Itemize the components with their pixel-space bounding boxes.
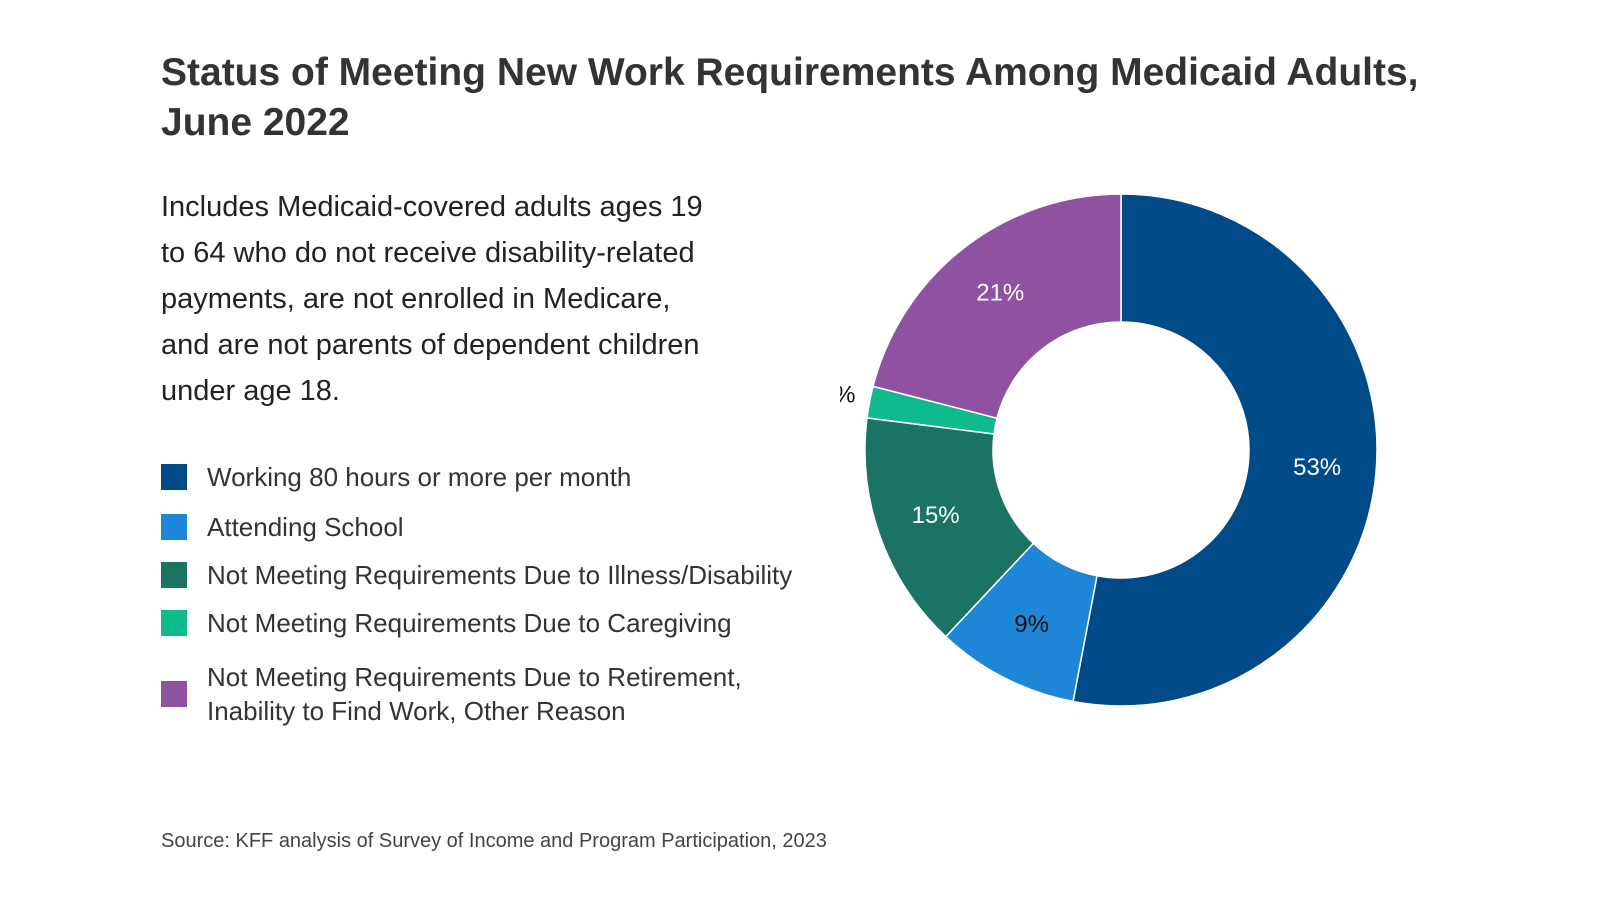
legend-label-retirement: Not Meeting Requirements Due to Retireme… bbox=[207, 662, 742, 726]
chart-subtitle: Includes Medicaid-covered adults ages 19… bbox=[161, 191, 703, 407]
legend-swatch-illness bbox=[161, 562, 187, 588]
legend-item-illness: Not Meeting Requirements Due to Illness/… bbox=[161, 558, 861, 592]
donut-slice-working bbox=[1072, 193, 1378, 707]
chart-title: Status of Meeting New Work Requirements … bbox=[161, 51, 1419, 144]
legend-swatch-working bbox=[161, 464, 187, 490]
donut-label-illness: 15% bbox=[912, 502, 960, 529]
legend-swatch-caregiving bbox=[161, 610, 187, 636]
donut-chart-svg: 53% 9% 15% 2% 21% bbox=[840, 193, 1378, 707]
legend-label-illness: Not Meeting Requirements Due to Illness/… bbox=[207, 560, 793, 590]
legend-item-retirement: Not Meeting Requirements Due to Retireme… bbox=[161, 660, 861, 728]
legend-label-caregiving: Not Meeting Requirements Due to Caregivi… bbox=[207, 608, 732, 638]
source-note: Source: KFF analysis of Survey of Income… bbox=[161, 830, 827, 852]
legend-item-working: Working 80 hours or more per month bbox=[161, 460, 861, 494]
legend-item-caregiving: Not Meeting Requirements Due to Caregivi… bbox=[161, 606, 861, 640]
legend-item-school: Attending School bbox=[161, 510, 861, 544]
donut-label-working: 53% bbox=[1293, 454, 1341, 481]
legend-swatch-retirement bbox=[161, 681, 187, 707]
donut-label-caregiving: 2% bbox=[840, 381, 855, 408]
legend-label-school: Attending School bbox=[207, 512, 404, 542]
donut-slice-illness bbox=[864, 417, 1035, 638]
legend-label-working: Working 80 hours or more per month bbox=[207, 462, 632, 492]
donut-label-school: 9% bbox=[1014, 611, 1049, 638]
donut-chart: 53% 9% 15% 2% 21% bbox=[840, 180, 1440, 740]
donut-slice-retirement bbox=[872, 193, 1122, 420]
legend-swatch-school bbox=[161, 514, 187, 540]
donut-label-retirement: 21% bbox=[976, 280, 1024, 307]
chart-legend: Working 80 hours or more per month Atten… bbox=[161, 460, 861, 728]
